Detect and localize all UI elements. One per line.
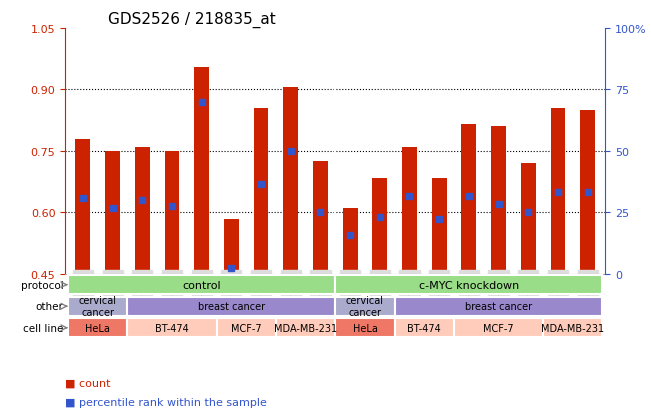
FancyBboxPatch shape — [217, 318, 276, 337]
Text: BT-474: BT-474 — [155, 323, 189, 333]
Text: cell line: cell line — [23, 323, 64, 333]
Bar — [521, 164, 536, 274]
Bar — [372, 178, 387, 274]
Text: cervical
cancer: cervical cancer — [346, 296, 384, 317]
Text: MCF-7: MCF-7 — [483, 323, 514, 333]
Bar — [224, 219, 239, 274]
FancyBboxPatch shape — [68, 318, 128, 337]
Text: cervical
cancer: cervical cancer — [79, 296, 117, 317]
FancyBboxPatch shape — [395, 318, 454, 337]
FancyBboxPatch shape — [335, 318, 395, 337]
Bar — [491, 127, 506, 274]
Bar — [194, 68, 209, 274]
Text: c-MYC knockdown: c-MYC knockdown — [419, 280, 519, 290]
Text: protocol: protocol — [21, 280, 64, 290]
Bar — [462, 125, 477, 274]
FancyBboxPatch shape — [68, 297, 128, 316]
FancyBboxPatch shape — [128, 318, 217, 337]
FancyBboxPatch shape — [335, 275, 602, 294]
Bar — [580, 111, 595, 274]
Bar — [402, 147, 417, 274]
Text: breast cancer: breast cancer — [465, 301, 532, 311]
FancyBboxPatch shape — [276, 318, 335, 337]
FancyBboxPatch shape — [543, 318, 602, 337]
Text: ■ percentile rank within the sample: ■ percentile rank within the sample — [65, 397, 267, 407]
Bar — [342, 209, 357, 274]
Text: ■ count: ■ count — [65, 378, 111, 388]
Bar — [254, 109, 268, 274]
Text: BT-474: BT-474 — [408, 323, 441, 333]
Text: MCF-7: MCF-7 — [231, 323, 262, 333]
Bar — [165, 152, 180, 274]
FancyBboxPatch shape — [68, 275, 335, 294]
Bar — [551, 109, 565, 274]
FancyBboxPatch shape — [128, 297, 335, 316]
Text: HeLa: HeLa — [85, 323, 110, 333]
Bar — [313, 162, 328, 274]
Text: control: control — [182, 280, 221, 290]
Text: GDS2526 / 218835_at: GDS2526 / 218835_at — [108, 12, 276, 28]
Text: other: other — [36, 301, 64, 311]
Bar — [283, 88, 298, 274]
Text: MDA-MB-231: MDA-MB-231 — [274, 323, 337, 333]
FancyBboxPatch shape — [454, 318, 543, 337]
Text: breast cancer: breast cancer — [198, 301, 265, 311]
Text: HeLa: HeLa — [352, 323, 378, 333]
FancyBboxPatch shape — [335, 297, 395, 316]
Text: MDA-MB-231: MDA-MB-231 — [541, 323, 604, 333]
Bar — [432, 178, 447, 274]
FancyBboxPatch shape — [395, 297, 602, 316]
Bar — [76, 139, 90, 274]
Bar — [135, 147, 150, 274]
Bar — [105, 152, 120, 274]
